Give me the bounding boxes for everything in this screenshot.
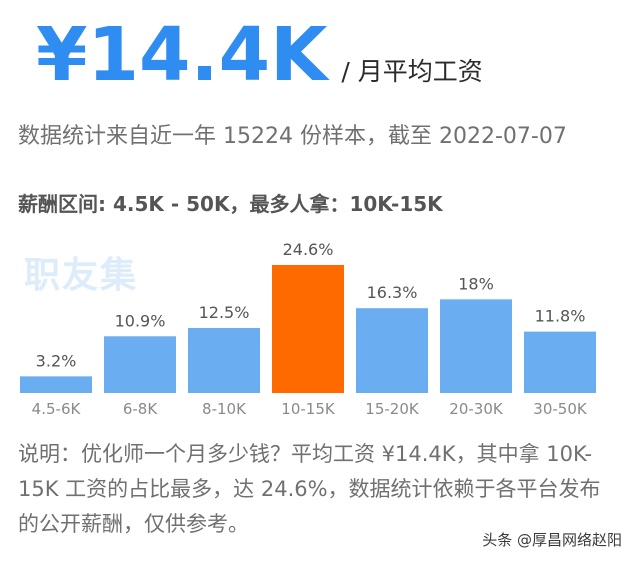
sample-info: 数据统计来自近一年 15224 份样本，截至 2022-07-07 (18, 124, 567, 149)
category-label: 8-10K (202, 400, 247, 418)
source-credit: 头条 @厚昌网络赵阳 (482, 531, 622, 549)
salary-range: 薪酬区间: 4.5K - 50K，最多人拿：10K-15K (18, 192, 443, 216)
description-note: 说明：优化师一个月多少钱？平均工资 ¥14.4K，其中拿 10K-15K 工资的… (18, 442, 601, 536)
bar-15-20K (356, 308, 428, 393)
category-label: 6-8K (123, 400, 158, 418)
category-label: 30-50K (533, 400, 588, 418)
bar-4.5-6K (20, 376, 92, 393)
bar-8-10K (188, 327, 260, 393)
category-label: 10-15K (281, 400, 336, 418)
bar-value-label: 11.8% (535, 307, 586, 326)
bar-value-label: 16.3% (367, 283, 418, 302)
bar-20-30K (440, 299, 512, 393)
bar-value-label: 24.6% (283, 240, 334, 259)
bar-value-label: 10.9% (115, 311, 166, 330)
average-salary-amount: ¥14.4K (36, 12, 328, 98)
bar-10-15K (272, 265, 344, 393)
category-label: 15-20K (365, 400, 420, 418)
salary-distribution-chart: 3.2% 4.5-6K 10.9% 6-8K 12.5% 8-10K 24.6% 10-15K… (20, 240, 596, 418)
category-label: 4.5-6K (32, 400, 82, 418)
bar-value-label: 3.2% (36, 351, 77, 370)
bar-6-8K (104, 336, 176, 393)
bar-value-label: 18% (458, 274, 494, 293)
category-label: 20-30K (449, 400, 504, 418)
watermark-logo: 职友集 (24, 255, 139, 296)
bar-30-50K (524, 331, 596, 393)
bar-value-label: 12.5% (199, 303, 250, 322)
average-salary-unit: / 月平均工资 (341, 57, 483, 86)
average-salary-header: ¥14.4K / 月平均工资 (36, 18, 483, 92)
